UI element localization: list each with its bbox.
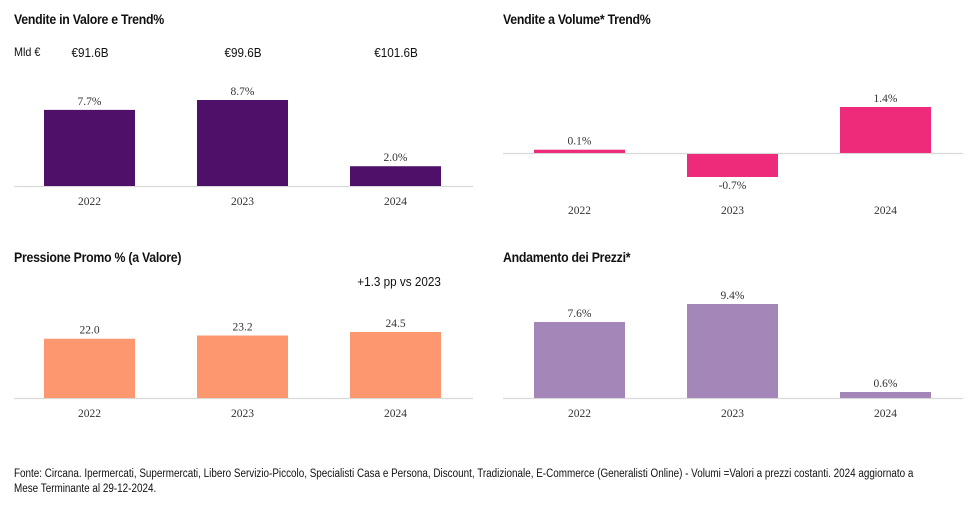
total-label-2022: €91.6B (71, 45, 109, 60)
x-tick-label-volume-2023: 2023 (721, 205, 744, 217)
bar-valore-2024 (350, 166, 441, 186)
x-tick-label-promo-2024: 2024 (384, 408, 407, 420)
unit-label: Mld € (14, 45, 41, 59)
bar-promo-2023 (197, 335, 288, 398)
x-tick-label-valore-2023: 2023 (231, 196, 254, 208)
data-label-prezzi-2023: 9.4% (721, 290, 745, 302)
total-label-2023: €99.6B (224, 45, 262, 60)
data-label-promo-2024: 24.5 (385, 318, 405, 330)
promo-annotation: +1.3 pp vs 2023 (357, 274, 441, 289)
data-label-valore-2023: 8.7% (231, 86, 255, 98)
bar-prezzi-2023 (687, 304, 778, 398)
x-tick-label-valore-2024: 2024 (384, 196, 407, 208)
chart-title-volume: Vendite a Volume* Trend% (503, 11, 651, 27)
bar-volume-2024 (840, 107, 931, 153)
chart-title-promo: Pressione Promo % (a Valore) (14, 249, 182, 265)
source-note: Fonte: Circana. Ipermercati, Supermercat… (14, 468, 914, 495)
x-tick-label-volume-2022: 2022 (568, 205, 591, 217)
bar-promo-2022 (44, 338, 135, 398)
total-label-2024: €101.6B (374, 45, 418, 60)
data-label-valore-2022: 7.7% (78, 96, 102, 108)
chart-title-valore: Vendite in Valore e Trend% (14, 11, 164, 27)
bar-valore-2023 (197, 100, 288, 186)
x-tick-label-promo-2023: 2023 (231, 408, 254, 420)
data-label-promo-2023: 23.2 (232, 322, 252, 334)
data-label-prezzi-2024: 0.6% (874, 378, 898, 390)
bar-volume-2023 (687, 154, 778, 177)
x-tick-label-valore-2022: 2022 (78, 196, 101, 208)
x-tick-label-volume-2024: 2024 (874, 205, 897, 217)
data-label-volume-2023: -0.7% (719, 180, 747, 192)
data-label-valore-2024: 2.0% (384, 152, 408, 164)
bar-prezzi-2024 (840, 392, 931, 398)
x-tick-label-promo-2022: 2022 (78, 408, 101, 420)
x-tick-label-prezzi-2024: 2024 (874, 408, 897, 420)
bar-promo-2024 (350, 332, 441, 398)
bar-volume-2022 (534, 149, 625, 153)
bar-valore-2022 (44, 109, 135, 186)
chart-title-prezzi: Andamento dei Prezzi* (503, 249, 631, 265)
data-label-promo-2022: 22.0 (79, 325, 99, 337)
data-label-prezzi-2022: 7.6% (568, 308, 592, 320)
bar-prezzi-2022 (534, 322, 625, 398)
x-tick-label-prezzi-2023: 2023 (721, 408, 744, 420)
x-tick-label-prezzi-2022: 2022 (568, 408, 591, 420)
data-label-volume-2022: 0.1% (568, 136, 592, 148)
data-label-volume-2024: 1.4% (874, 93, 898, 105)
